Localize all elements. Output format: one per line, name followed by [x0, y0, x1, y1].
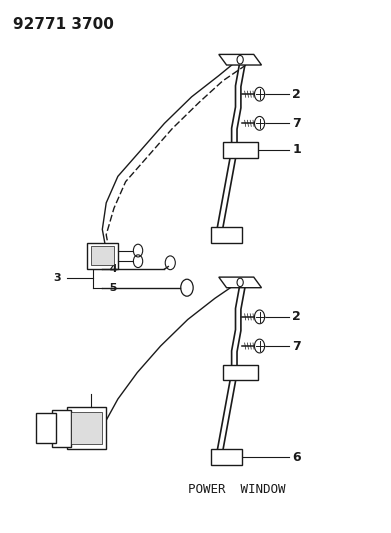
- Text: POWER  WINDOW: POWER WINDOW: [188, 483, 285, 496]
- Polygon shape: [255, 310, 265, 324]
- Polygon shape: [211, 449, 242, 465]
- Polygon shape: [52, 410, 71, 447]
- Text: 4: 4: [102, 264, 117, 274]
- Text: 3: 3: [54, 273, 61, 284]
- Polygon shape: [255, 116, 265, 130]
- Text: 2: 2: [292, 310, 301, 324]
- Polygon shape: [219, 54, 262, 65]
- Polygon shape: [223, 142, 258, 158]
- Polygon shape: [219, 277, 262, 288]
- Text: 6: 6: [292, 451, 301, 464]
- Text: 1: 1: [292, 143, 301, 156]
- Polygon shape: [71, 413, 102, 444]
- Text: 2: 2: [292, 87, 301, 101]
- Polygon shape: [91, 246, 114, 265]
- Polygon shape: [211, 227, 242, 243]
- Text: 5: 5: [102, 282, 117, 293]
- Text: 7: 7: [292, 117, 301, 130]
- Polygon shape: [223, 365, 258, 381]
- Polygon shape: [36, 414, 56, 443]
- Polygon shape: [87, 243, 118, 269]
- Polygon shape: [67, 407, 106, 449]
- Polygon shape: [255, 87, 265, 101]
- Text: 7: 7: [292, 340, 301, 352]
- Text: 92771 3700: 92771 3700: [13, 17, 114, 33]
- Polygon shape: [255, 339, 265, 353]
